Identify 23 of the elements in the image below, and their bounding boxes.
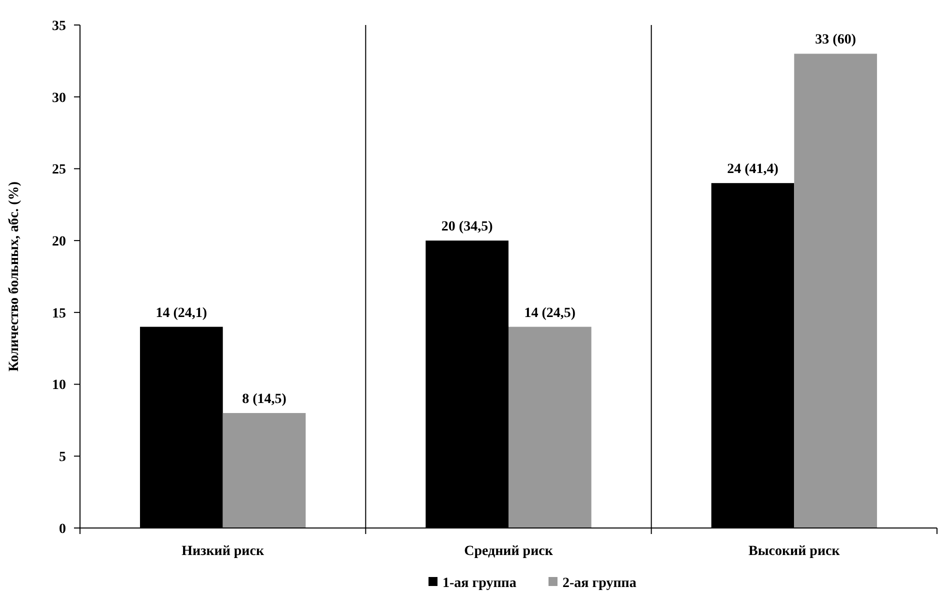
x-tick-label: Высокий риск [748,544,841,559]
x-tick-label: Низкий риск [182,544,265,559]
y-tick-label: 25 [52,162,66,178]
y-tick-label: 15 [52,306,66,322]
x-tick-label: Средний риск [464,544,554,559]
bar [222,413,306,528]
y-axis-title: Количество больных, абс. (%) [7,181,22,372]
bar [794,54,878,528]
y-tick-label: 10 [52,378,66,394]
data-label: 14 (24,5) [524,306,576,321]
legend-label: 1-ая группа [442,576,516,591]
y-tick-label: 35 [52,18,66,34]
data-label: 24 (41,4) [727,162,779,178]
legend-label: 2-ая группа [562,576,636,591]
y-tick-label: 20 [52,234,66,250]
y-tick-label: 30 [52,90,66,106]
data-label: 20 (34,5) [441,220,494,235]
data-label: 14 (24,1) [156,306,208,321]
bar [508,326,592,528]
data-label: 8 (14,5) [242,392,287,408]
y-tick-label: 0 [59,522,66,537]
y-tick-label: 5 [59,450,66,466]
data-label: 33 (60) [815,32,856,48]
